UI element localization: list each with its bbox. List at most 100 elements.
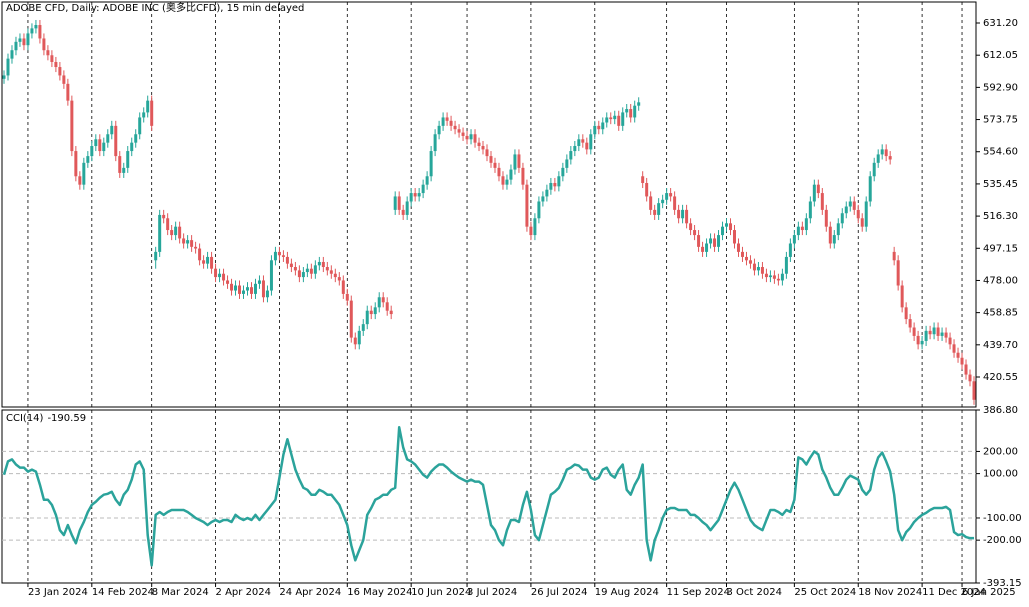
candle (513, 149, 517, 175)
candle (609, 112, 613, 125)
y-tick-label: 420.55 (983, 372, 1018, 383)
candle-body (90, 146, 94, 157)
candle (293, 261, 297, 276)
candle-body (641, 176, 645, 183)
candle-body (281, 255, 285, 257)
candle (633, 100, 637, 123)
candle-body (42, 38, 46, 51)
candle (309, 263, 313, 279)
candle (313, 260, 317, 279)
candle-body (681, 209, 685, 219)
candle-body (277, 251, 281, 256)
candle (46, 45, 50, 61)
candle-body (764, 273, 768, 278)
candle (525, 179, 529, 232)
candle-body (872, 162, 876, 177)
candle (30, 23, 34, 39)
y-tick-label: 100.00 (983, 469, 1018, 480)
candle-body (948, 337, 952, 345)
candle-body (892, 251, 896, 261)
y-tick-label: 554.60 (983, 147, 1018, 158)
candle-body (222, 273, 226, 281)
candle-body (924, 330, 928, 341)
candle (673, 191, 677, 215)
candle-body (30, 28, 34, 34)
candle (928, 325, 932, 340)
candle-body (361, 324, 365, 331)
candle-body (345, 293, 349, 301)
candle-body (677, 209, 681, 219)
candle (521, 162, 525, 190)
candle (629, 104, 633, 123)
candle-body (792, 235, 796, 244)
candle (641, 171, 645, 189)
candle (234, 280, 238, 296)
candle-body (14, 41, 18, 51)
candle-body (557, 176, 561, 187)
candle (832, 230, 836, 249)
candle-body (238, 285, 242, 294)
candle (637, 97, 641, 111)
candle-body (669, 193, 673, 197)
candle (138, 112, 142, 140)
candle (717, 230, 721, 252)
candle-body (748, 260, 752, 264)
candle (26, 28, 30, 51)
candle (665, 188, 669, 205)
candle (18, 33, 22, 47)
candle (461, 127, 465, 141)
candle (852, 196, 856, 215)
candle (190, 235, 194, 252)
candle (796, 221, 800, 241)
candle-body (796, 226, 800, 236)
candle (102, 137, 106, 157)
candle (425, 171, 429, 190)
candle (377, 292, 381, 313)
candle (253, 278, 257, 299)
candle-body (325, 267, 329, 271)
candle-body (721, 226, 725, 236)
candle (214, 263, 218, 283)
candle-body (461, 132, 465, 136)
y-tick-label: 478.00 (983, 275, 1018, 286)
candle (66, 78, 70, 106)
candle (744, 251, 748, 266)
candle-body (433, 134, 437, 152)
candle-body (353, 337, 357, 345)
candle (892, 246, 896, 266)
candle-body (936, 327, 940, 336)
candle (22, 33, 26, 51)
candle (501, 171, 505, 190)
candle-body (18, 38, 22, 42)
candle-body (828, 226, 832, 244)
candle-body (569, 151, 573, 160)
candle-body (2, 75, 6, 79)
candle (146, 95, 150, 118)
candle-body (102, 142, 106, 152)
candle-body (122, 167, 126, 173)
candle-body (194, 246, 198, 249)
candle (505, 174, 509, 190)
candle (194, 241, 198, 254)
candle (34, 19, 38, 34)
candle (325, 261, 329, 276)
candle (158, 209, 162, 257)
x-tick-label: 11 Dec 2024 (922, 587, 986, 598)
candle-body (86, 156, 90, 163)
candle (86, 151, 90, 168)
candle (824, 204, 828, 232)
candle-body (58, 67, 62, 76)
y-tick-label: -100.00 (983, 513, 1022, 524)
candle-body (373, 307, 377, 315)
candle (98, 134, 102, 157)
y-tick-label: 497.15 (983, 243, 1018, 254)
candle (265, 285, 269, 303)
candle-body (62, 75, 66, 84)
x-tick-label: 23 Jan 2024 (28, 587, 88, 598)
candle-body (625, 109, 629, 113)
candle (960, 352, 964, 370)
candle (732, 225, 736, 249)
candle-body (198, 248, 202, 261)
candle-body (916, 335, 920, 345)
